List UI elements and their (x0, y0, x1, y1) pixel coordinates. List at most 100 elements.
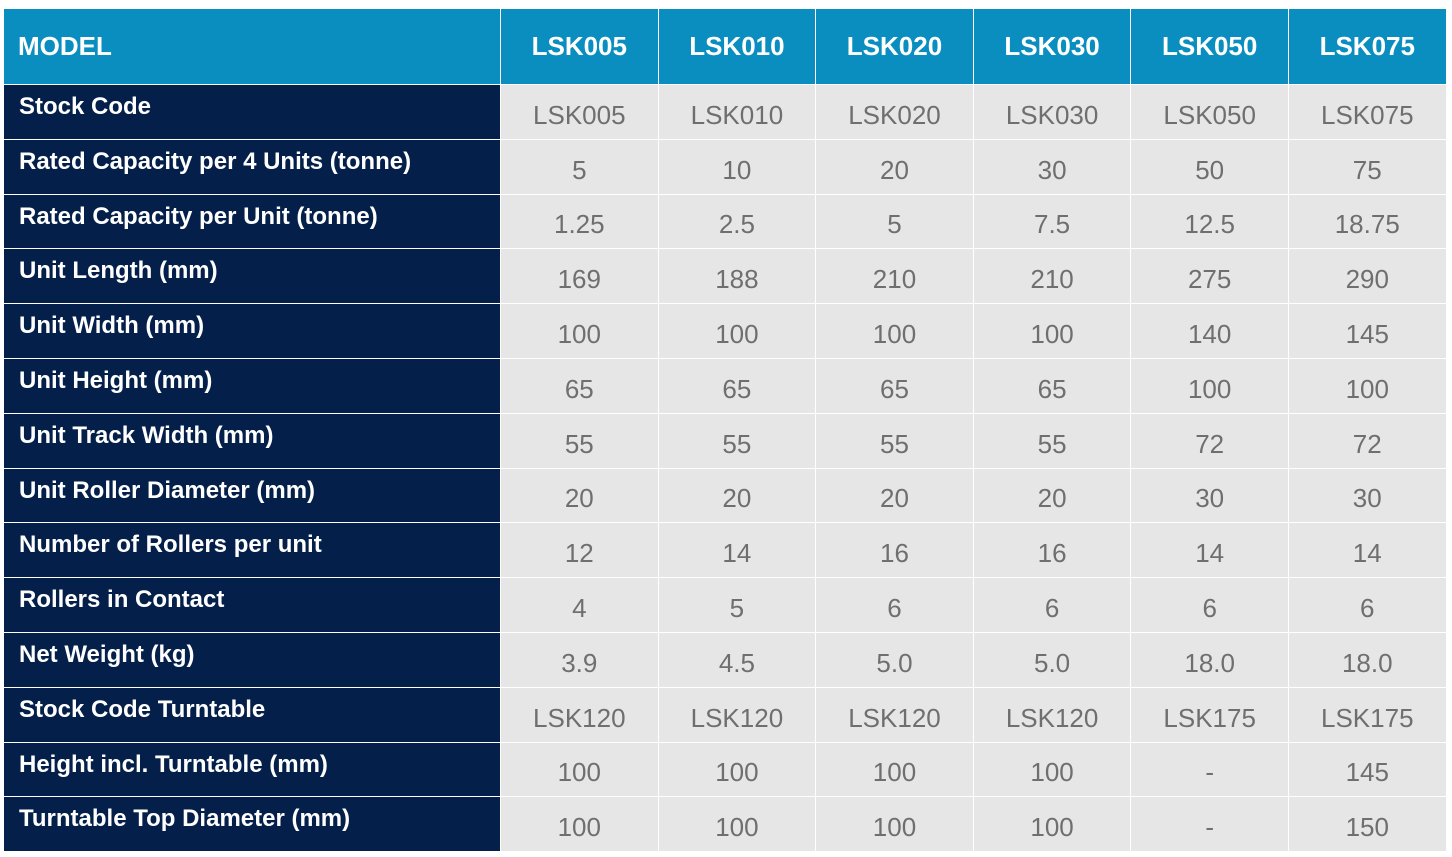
table-cell: 6 (972, 577, 1132, 633)
table-row: Turntable Top Diameter (mm) 100 100 100 100-… (3, 796, 1447, 853)
table-cell: 16 (972, 522, 1132, 579)
table-cell: 100 (500, 741, 659, 798)
model-column-header: LSK075 (1287, 8, 1447, 85)
model-column-header: LSK030 (972, 8, 1132, 85)
table-body: Stock Code LSK005 LSK010 LSK020 LSK030 LSK050… (3, 84, 1447, 853)
table-cell: 30 (1287, 467, 1447, 524)
table-cell: LSK030 (972, 84, 1132, 140)
table-cell: 55 (500, 412, 659, 469)
table-cell: 75 (1287, 138, 1447, 195)
row-label: Unit Length (mm) (3, 248, 501, 305)
table-cell: 18.0 (1130, 631, 1289, 688)
table-cell: 145 (1287, 741, 1447, 798)
table-cell: 12.5 (1130, 193, 1289, 250)
table-cell: LSK050 (1130, 84, 1289, 140)
spec-table-container: MODEL LSK005 LSK010 LSK020 LSK030 LSK050… (3, 8, 1447, 853)
table-cell: 100 (972, 741, 1132, 798)
table-cell: 100 (1287, 357, 1447, 414)
table-cell: 6 (1130, 577, 1289, 633)
table-cell: 7.5 (972, 193, 1132, 250)
table-cell: 5.0 (972, 631, 1132, 688)
table-cell: 100 (815, 796, 974, 853)
table-row: Height incl. Turntable (mm) 100 100 100 100-… (3, 741, 1447, 798)
table-row: Rollers in Contact 4 5 6 6 6 6 (3, 577, 1447, 633)
table-cell: 16 (815, 522, 974, 579)
table-cell: 100 (1130, 357, 1289, 414)
table-cell: - (1130, 796, 1289, 853)
table-cell: 20 (500, 467, 659, 524)
table-cell: LSK005 (500, 84, 659, 140)
table-cell: 3.9 (500, 631, 659, 688)
row-label: Rated Capacity per 4 Units (tonne) (3, 138, 501, 195)
table-cell: 290 (1287, 248, 1447, 305)
table-cell: 188 (657, 248, 817, 305)
table-cell: 210 (972, 248, 1132, 305)
table-cell: 65 (972, 357, 1132, 414)
table-row: Unit Track Width (mm) 55 55 55 55 72 72 (3, 412, 1447, 469)
table-cell: 14 (657, 522, 817, 579)
table-cell: 5 (815, 193, 974, 250)
table-cell: 100 (815, 741, 974, 798)
table-cell: 20 (815, 138, 974, 195)
table-cell: 20 (657, 467, 817, 524)
table-cell: 55 (972, 412, 1132, 469)
table-cell: 65 (815, 357, 974, 414)
table-cell: 140 (1130, 303, 1289, 359)
table-row: Stock Code LSK005 LSK010 LSK020 LSK030 LSK050… (3, 84, 1447, 140)
table-cell: 100 (972, 303, 1132, 359)
table-cell: 72 (1287, 412, 1447, 469)
table-cell: LSK120 (657, 686, 817, 743)
table-cell: LSK120 (972, 686, 1132, 743)
table-cell: LSK075 (1287, 84, 1447, 140)
table-row: Rated Capacity per 4 Units (tonne) 5 10 20 3… (3, 138, 1447, 195)
table-cell: LSK020 (815, 84, 974, 140)
table-cell: LSK175 (1130, 686, 1289, 743)
table-row: Unit Height (mm) 65 65 65 65 100 100 (3, 357, 1447, 414)
table-cell: 30 (972, 138, 1132, 195)
table-cell: 100 (972, 796, 1132, 853)
table-row: Number of Rollers per unit 12 14 16 16 14 14 (3, 522, 1447, 579)
model-column-header: LSK020 (815, 8, 974, 85)
table-cell: 65 (500, 357, 659, 414)
table-cell: 6 (815, 577, 974, 633)
table-cell: 100 (657, 796, 817, 853)
table-cell: 275 (1130, 248, 1289, 305)
row-label: Unit Roller Diameter (mm) (3, 467, 501, 524)
table-row: Stock Code Turntable LSK120 LSK120 LSK120 LS… (3, 686, 1447, 743)
table-cell: 145 (1287, 303, 1447, 359)
table-cell: 100 (815, 303, 974, 359)
table-cell: LSK120 (500, 686, 659, 743)
table-cell: 20 (972, 467, 1132, 524)
table-cell: 12 (500, 522, 659, 579)
table-cell: 100 (500, 303, 659, 359)
row-label: Rollers in Contact (3, 577, 501, 633)
row-label: Stock Code (3, 84, 501, 140)
table-row: Unit Length (mm) 169 188 210 210 275 290 (3, 248, 1447, 305)
table-cell: 210 (815, 248, 974, 305)
table-cell: 14 (1287, 522, 1447, 579)
table-cell: 2.5 (657, 193, 817, 250)
table-cell: 100 (657, 303, 817, 359)
table-cell: 5 (500, 138, 659, 195)
table-cell: 30 (1130, 467, 1289, 524)
row-label: Rated Capacity per Unit (tonne) (3, 193, 501, 250)
table-cell: 5 (657, 577, 817, 633)
model-column-header: LSK005 (500, 8, 659, 85)
row-label: Height incl. Turntable (mm) (3, 741, 501, 798)
row-label: Number of Rollers per unit (3, 522, 501, 579)
row-label: Unit Height (mm) (3, 357, 501, 414)
table-row: Rated Capacity per Unit (tonne) 1.25 2.5 5 7… (3, 193, 1447, 250)
header-row: MODEL LSK005 LSK010 LSK020 LSK030 LSK050… (3, 8, 1447, 85)
table-cell: 50 (1130, 138, 1289, 195)
model-header-label: MODEL (3, 8, 501, 85)
row-label: Turntable Top Diameter (mm) (3, 796, 501, 853)
table-row: Unit Roller Diameter (mm) 20 20 20 20 30 30 (3, 467, 1447, 524)
table-cell: 55 (657, 412, 817, 469)
table-header: MODEL LSK005 LSK010 LSK020 LSK030 LSK050… (3, 8, 1447, 85)
table-cell: 169 (500, 248, 659, 305)
table-cell: LSK175 (1287, 686, 1447, 743)
table-row: Net Weight (kg) 3.9 4.5 5.0 5.0 18.0 18.0 (3, 631, 1447, 688)
table-cell: LSK010 (657, 84, 817, 140)
table-cell: 18.75 (1287, 193, 1447, 250)
table-cell: 65 (657, 357, 817, 414)
